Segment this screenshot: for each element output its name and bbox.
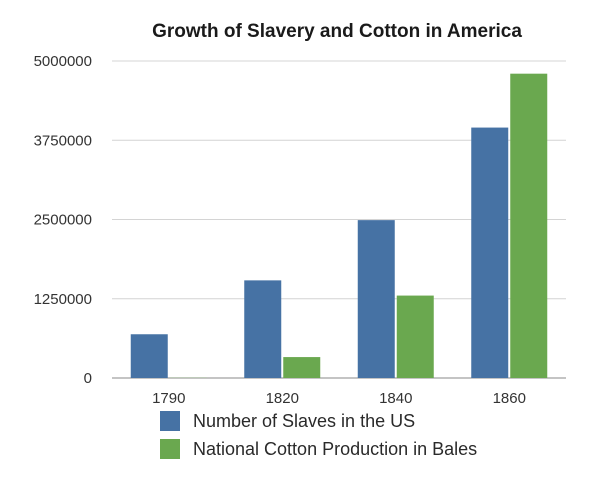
y-tick-label: 3750000 bbox=[34, 132, 92, 149]
legend-swatch bbox=[160, 411, 180, 431]
y-axis-ticks: 0 1250000 2500000 3750000 5000000 bbox=[34, 53, 92, 387]
bar bbox=[471, 127, 509, 378]
y-tick-label: 5000000 bbox=[34, 53, 92, 70]
x-tick-label: 1840 bbox=[379, 390, 412, 407]
bars bbox=[130, 73, 548, 379]
y-tick-label: 2500000 bbox=[34, 212, 92, 229]
chart-title: Growth of Slavery and Cotton in America bbox=[152, 21, 522, 42]
legend: Number of Slaves in the US National Cotto… bbox=[160, 411, 477, 459]
x-tick-label: 1790 bbox=[152, 390, 185, 407]
legend-swatch bbox=[160, 439, 180, 459]
x-axis-ticks: 1790 1820 1840 1860 bbox=[152, 390, 526, 407]
bar bbox=[510, 73, 548, 379]
bar bbox=[396, 295, 434, 378]
x-tick-label: 1860 bbox=[493, 390, 526, 407]
legend-label: Number of Slaves in the US bbox=[193, 411, 415, 431]
x-tick-label: 1820 bbox=[266, 390, 299, 407]
bar bbox=[283, 357, 321, 378]
bar bbox=[244, 280, 282, 378]
bar bbox=[130, 334, 168, 378]
y-tick-label: 1250000 bbox=[34, 291, 92, 308]
y-tick-label: 0 bbox=[84, 370, 92, 387]
legend-label: National Cotton Production in Bales bbox=[193, 439, 477, 459]
bar bbox=[357, 220, 395, 378]
